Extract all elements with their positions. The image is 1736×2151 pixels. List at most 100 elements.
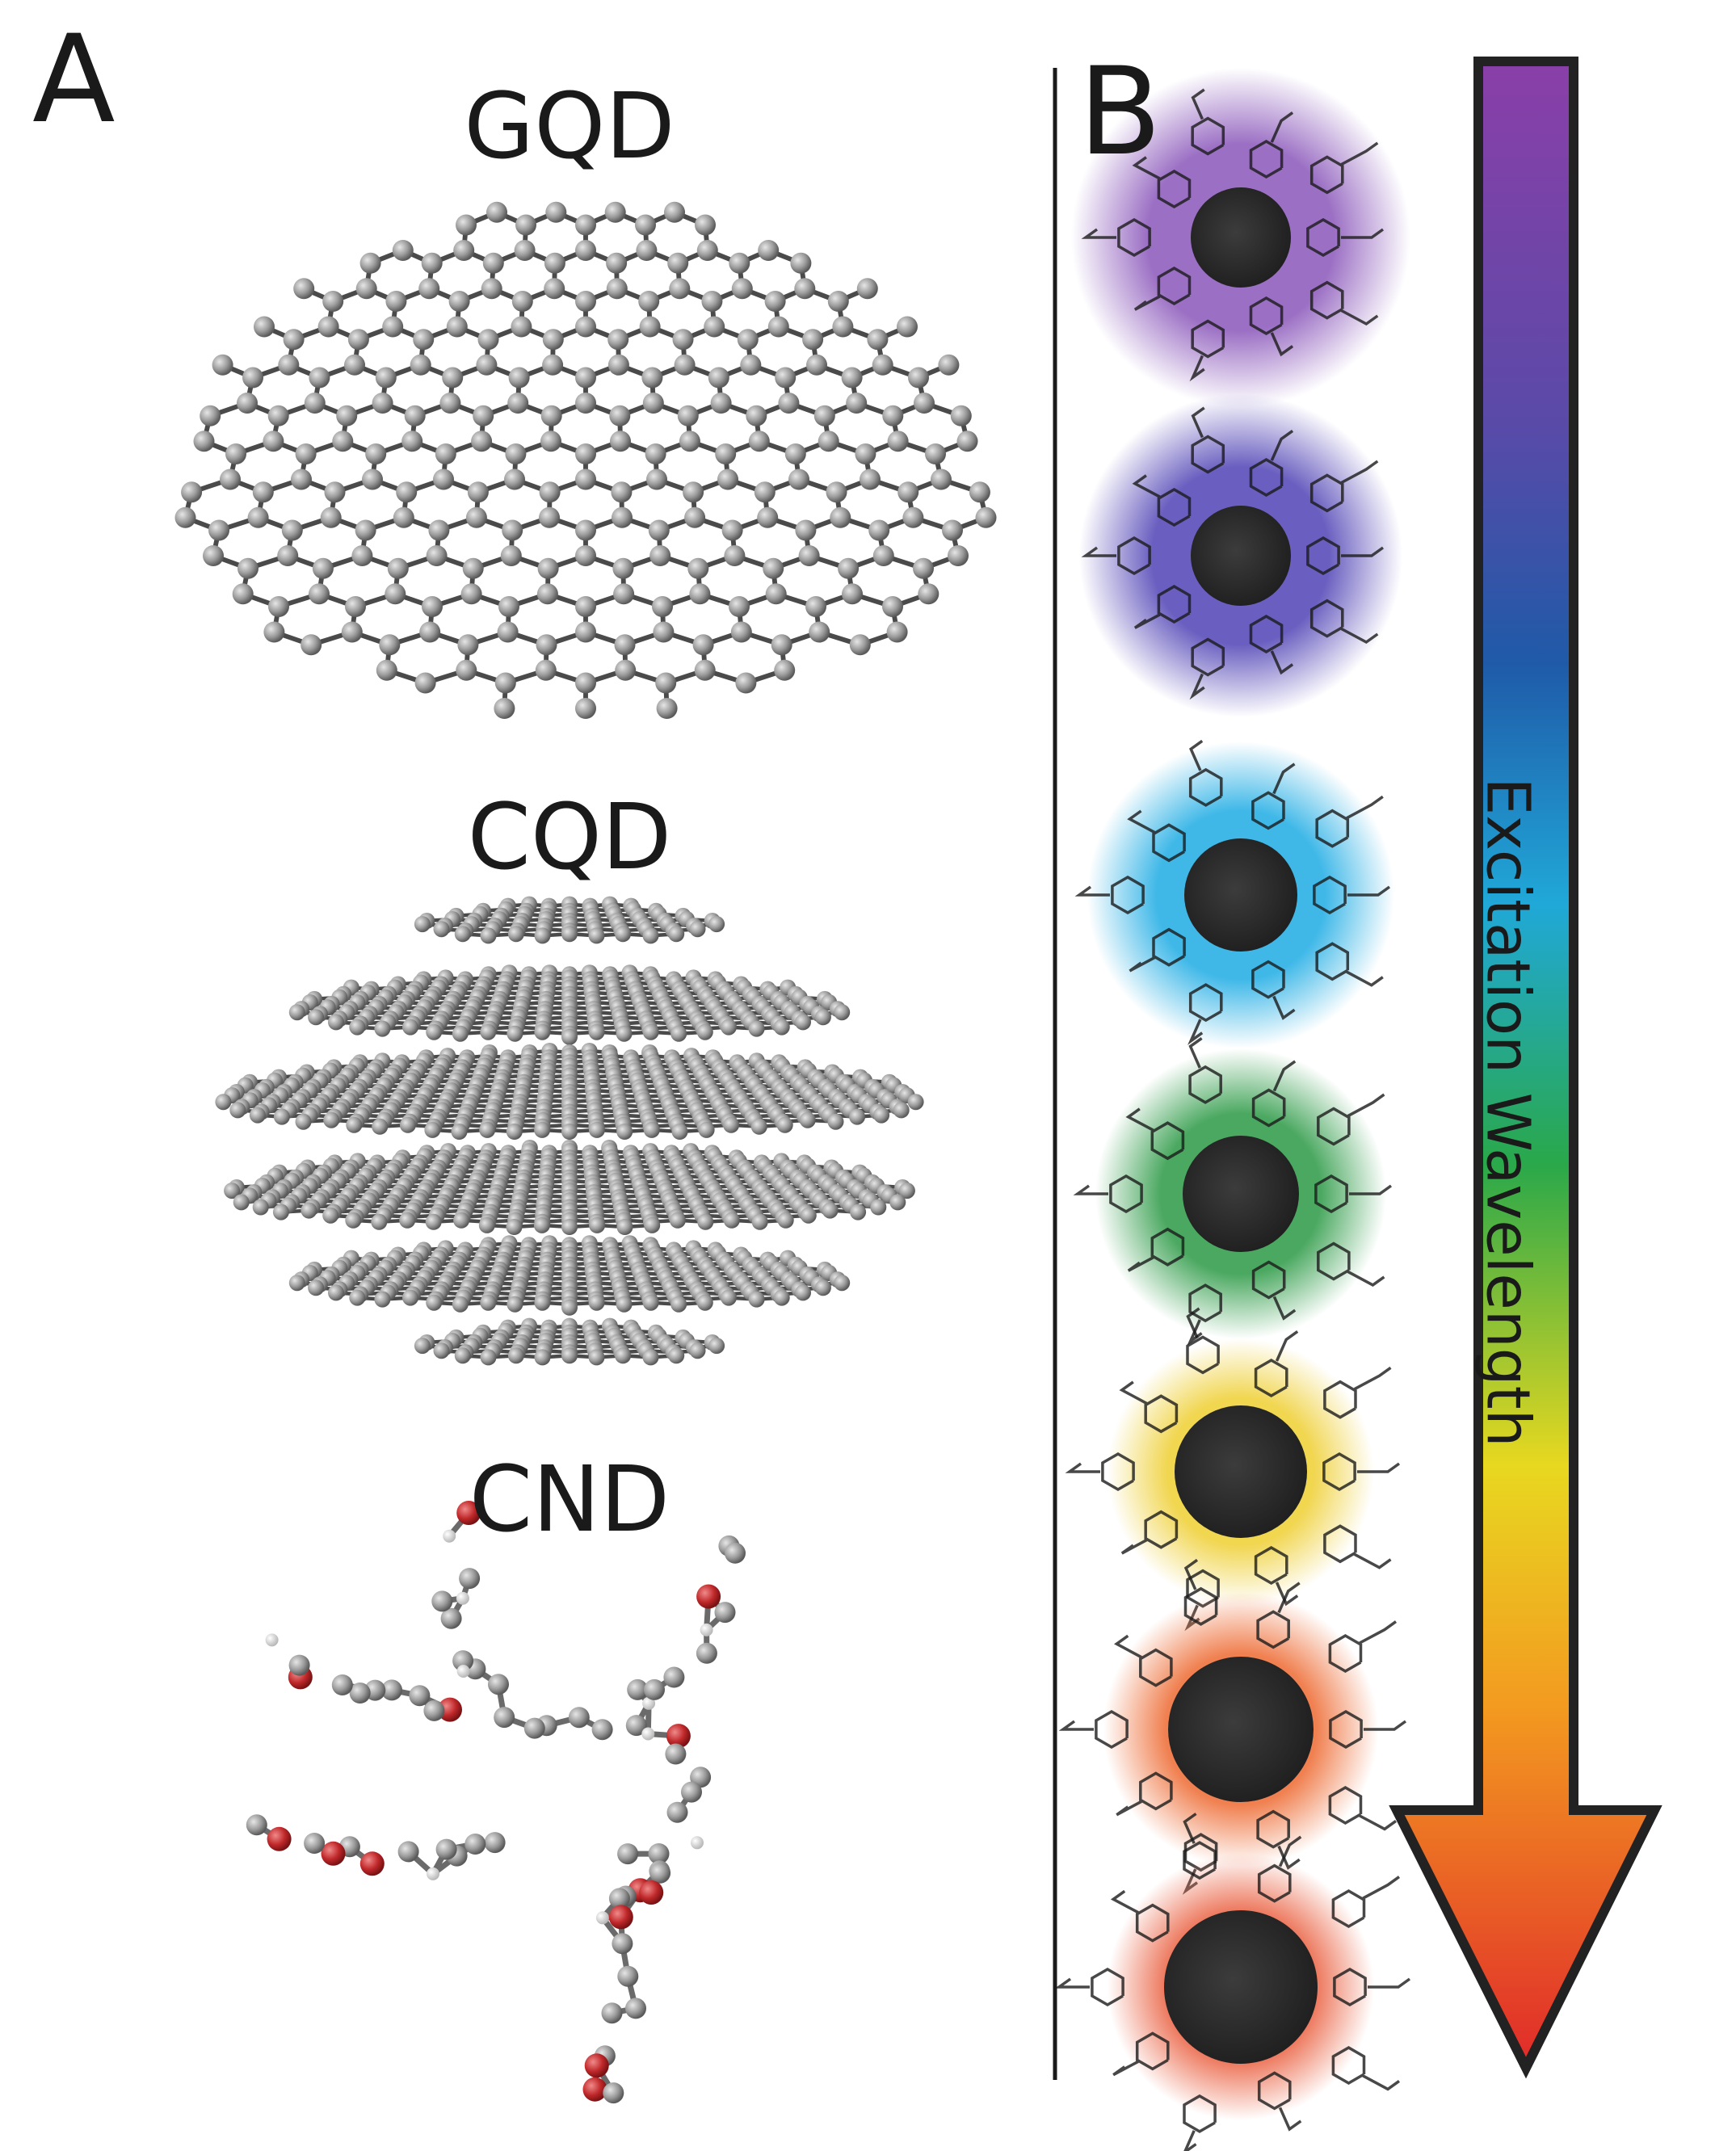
atom: [799, 1111, 816, 1128]
atom: [575, 443, 596, 464]
atom: [561, 1219, 578, 1235]
atom: [304, 1833, 326, 1854]
atom: [233, 1194, 250, 1211]
atom: [606, 278, 628, 300]
quantum-dot: [1058, 1558, 1407, 1895]
carbon-core: [1191, 506, 1291, 606]
atom: [938, 354, 960, 376]
atom: [887, 431, 909, 452]
atom: [409, 1685, 431, 1707]
atom: [544, 278, 565, 300]
atom: [232, 583, 254, 605]
atom: [392, 240, 414, 261]
atom: [822, 1202, 839, 1219]
atom: [730, 621, 752, 643]
atom: [456, 1665, 470, 1678]
atom: [376, 659, 397, 681]
atom: [212, 354, 233, 376]
atom: [308, 1009, 325, 1026]
atom: [627, 1678, 649, 1700]
cqd-layer: [414, 1317, 725, 1366]
carbon-core: [1183, 1136, 1299, 1252]
atom: [508, 367, 530, 389]
atom: [683, 481, 704, 503]
atom: [665, 1743, 687, 1765]
atom: [193, 431, 215, 452]
atom: [615, 1347, 632, 1364]
atom: [534, 1121, 551, 1138]
atom: [454, 926, 471, 943]
atom: [252, 481, 274, 503]
atom: [397, 1841, 419, 1863]
atom: [735, 672, 757, 694]
atom: [721, 1019, 737, 1036]
quantum-dot: [1079, 394, 1402, 717]
atom: [304, 393, 326, 414]
atom: [414, 1338, 431, 1355]
atom: [225, 443, 246, 464]
cqd-layer: [215, 1043, 924, 1140]
atom: [609, 405, 631, 426]
atom: [642, 1023, 659, 1040]
atom: [346, 1116, 363, 1133]
atom: [721, 519, 743, 541]
atom: [561, 1347, 578, 1364]
atom: [758, 240, 780, 261]
atom: [834, 1275, 851, 1292]
atom: [681, 1781, 702, 1803]
atom: [454, 1347, 471, 1364]
atom: [295, 1113, 312, 1130]
atom: [263, 621, 285, 643]
atom: [889, 1194, 906, 1211]
atom: [636, 240, 658, 261]
atom: [396, 481, 418, 503]
atom: [612, 506, 633, 528]
atom: [679, 431, 700, 452]
atom: [486, 201, 507, 223]
atom: [341, 621, 363, 643]
atom: [725, 1542, 746, 1564]
atom: [751, 1213, 768, 1230]
atom: [882, 596, 903, 617]
functional-groups: [1073, 1036, 1393, 1346]
atom: [467, 481, 489, 503]
atom: [349, 1019, 366, 1036]
atom: [309, 583, 330, 605]
atom: [635, 214, 656, 236]
atom: [696, 1294, 713, 1311]
atom: [694, 659, 716, 681]
atom: [349, 1289, 366, 1306]
atom: [849, 634, 871, 656]
atom: [536, 634, 557, 656]
atom: [419, 621, 441, 643]
atom: [740, 354, 762, 376]
atom: [281, 519, 303, 541]
atom: [511, 316, 532, 338]
atom: [507, 926, 524, 943]
atom: [918, 583, 939, 605]
atom: [291, 468, 312, 490]
atom: [494, 672, 516, 694]
atom: [897, 316, 918, 338]
carbon-core: [1184, 838, 1297, 952]
atom: [687, 557, 709, 579]
atom: [438, 1697, 462, 1722]
atom: [381, 1679, 402, 1701]
atom: [247, 506, 269, 528]
atom: [523, 1717, 545, 1739]
functional-groups: [1054, 1813, 1411, 2151]
atom: [826, 481, 847, 503]
atom: [401, 431, 423, 452]
atom: [639, 1880, 664, 1905]
atom: [435, 443, 456, 464]
atom: [893, 1102, 910, 1119]
atom: [382, 316, 404, 338]
atom: [301, 1202, 317, 1219]
functional-groups: [1065, 1307, 1401, 1632]
atom: [674, 354, 696, 376]
atom: [648, 1843, 670, 1864]
functional-groups: [1081, 406, 1385, 700]
atom: [359, 252, 381, 274]
atom: [433, 921, 450, 938]
atom: [802, 329, 824, 351]
